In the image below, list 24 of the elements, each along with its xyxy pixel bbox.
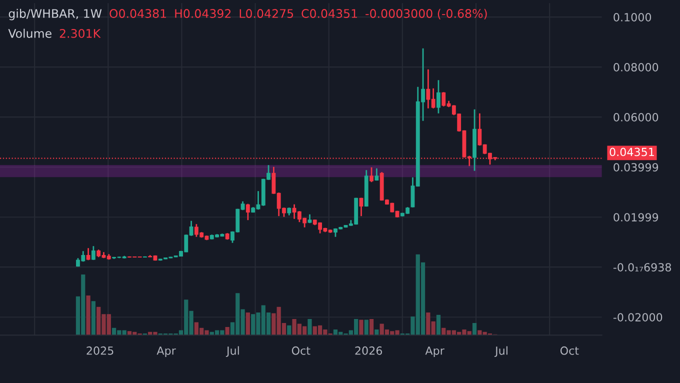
y-tick-label: -0.0₁₇6938 bbox=[613, 263, 672, 272]
annotation: C0.04351 bbox=[302, 9, 357, 18]
annotation: O0.04381 bbox=[110, 9, 166, 18]
annotation: 2.301K bbox=[60, 28, 101, 38]
y-tick-label: -0.02000 bbox=[613, 313, 662, 322]
x-tick-label: 2025 bbox=[86, 346, 114, 355]
annotation: L0.04275 bbox=[240, 9, 294, 18]
y-tick-label: 0.1000 bbox=[614, 13, 652, 22]
x-tick-label: Oct bbox=[292, 346, 310, 355]
x-tick-label: Jul bbox=[226, 346, 239, 357]
annotation: -0.0003000 (-0.68%) bbox=[366, 8, 487, 20]
x-tick-label: Apr bbox=[425, 346, 444, 357]
y-tick-label: 0.03999 bbox=[614, 163, 658, 172]
chart-title: Volume bbox=[8, 28, 52, 38]
annotation: H0.04392 bbox=[175, 9, 231, 18]
x-tick-label: Apr bbox=[156, 346, 176, 357]
ref-line-label: 0.04351 bbox=[610, 148, 654, 156]
y-tick-label: 0.08000 bbox=[614, 63, 658, 72]
y-tick-label: 0.01999 bbox=[614, 213, 658, 222]
x-tick-label: Jul bbox=[494, 346, 508, 357]
y-tick-label: 0.06000 bbox=[614, 113, 658, 122]
x-tick-label: Oct bbox=[560, 346, 579, 355]
x-tick-label: 2026 bbox=[355, 346, 382, 355]
chart-title: gib/WHBAR, 1W bbox=[8, 8, 102, 20]
